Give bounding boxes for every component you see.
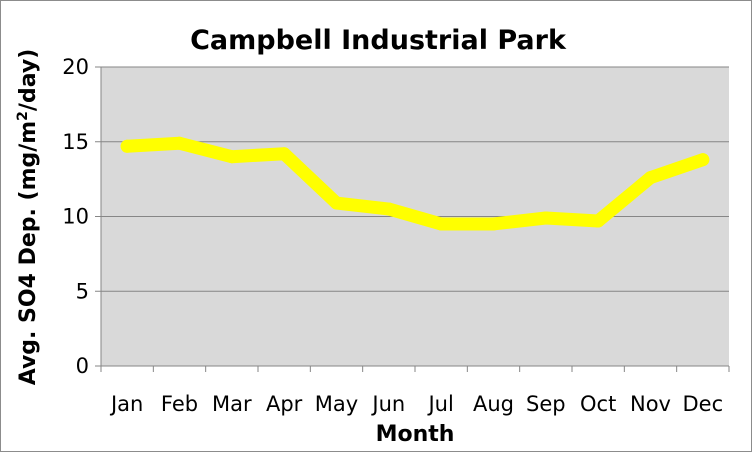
y-tick-label-0: 0 — [76, 354, 89, 378]
data-point-aug — [487, 217, 500, 231]
x-axis-title: Month — [376, 422, 455, 447]
series-layer — [120, 136, 710, 231]
x-tick-label-aug: Aug — [473, 392, 514, 416]
x-tick-label-sep: Sep — [526, 392, 566, 416]
x-tick-label-feb: Feb — [161, 392, 198, 416]
data-point-may — [330, 196, 343, 210]
x-tick-label-mar: Mar — [212, 392, 252, 416]
y-axis-title: Avg. SO4 Dep. (mg/m2/day) — [15, 49, 41, 386]
x-tick-label-jul: Jul — [426, 392, 453, 416]
series-line-0 — [120, 136, 710, 231]
x-tick-label-oct: Oct — [580, 392, 616, 416]
y-tick-label-5: 5 — [76, 279, 89, 303]
y-axis-title-superscript: 2 — [15, 111, 31, 121]
y-tick-label-15: 15 — [62, 130, 89, 154]
x-tick-label-jun: Jun — [370, 392, 405, 416]
chart-title: Campbell Industrial Park — [190, 25, 567, 56]
x-tick-label-jan: Jan — [109, 392, 143, 416]
x-tick-label-nov: Nov — [630, 392, 671, 416]
y-axis-ticks: 0 5 10 15 20 — [62, 55, 89, 378]
data-point-sep — [539, 211, 553, 225]
data-point-nov — [644, 171, 657, 185]
data-point-jul — [434, 217, 448, 231]
x-tick-label-apr: Apr — [266, 392, 303, 416]
x-axis-ticks: Jan Feb Mar Apr May Jun Jul Aug Sep Oct Nov Dec — [100, 366, 730, 416]
y-tick-label-20: 20 — [62, 55, 89, 79]
y-axis-title-unit: /day) — [16, 49, 41, 111]
data-point-jan — [120, 139, 134, 153]
data-point-mar — [225, 150, 239, 164]
data-point-oct — [591, 214, 605, 228]
y-tick-label-10: 10 — [62, 205, 89, 229]
data-point-dec — [696, 153, 710, 167]
x-tick-label-dec: Dec — [683, 392, 724, 416]
data-point-jun — [382, 202, 396, 216]
y-axis-title-main: Avg. SO4 Dep. (mg/m — [16, 121, 41, 386]
data-point-apr — [277, 147, 291, 161]
data-point-feb — [173, 136, 186, 150]
x-tick-label-may: May — [315, 392, 358, 416]
